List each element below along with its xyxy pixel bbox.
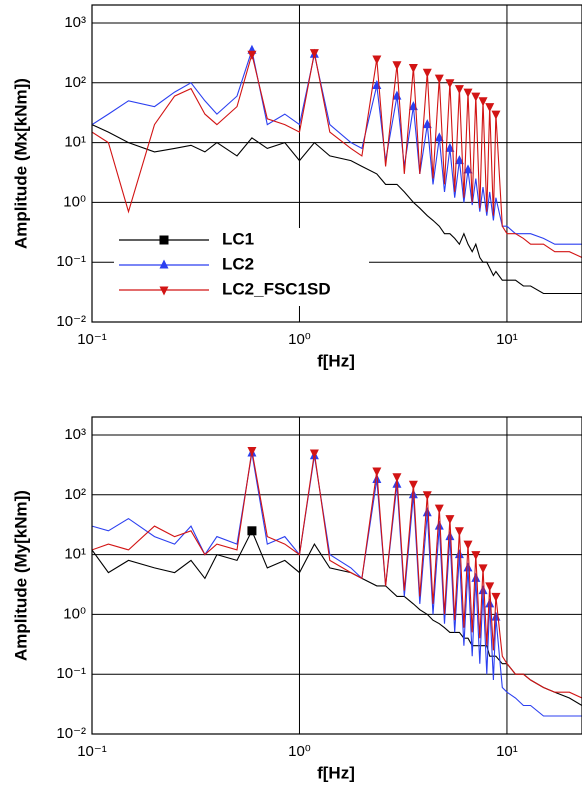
series-line (92, 452, 582, 717)
marker (463, 540, 473, 550)
marker (445, 142, 455, 152)
y-tick-label: 10² (64, 74, 86, 91)
marker (454, 527, 464, 537)
marker (372, 467, 382, 477)
marker (478, 97, 488, 107)
marker (247, 50, 257, 60)
x-tick-label: 10¹ (496, 331, 518, 348)
marker (463, 164, 473, 174)
legend-label: LC2 (222, 254, 254, 273)
marker (309, 49, 319, 59)
legend-label: LC2_FSC1SD (222, 279, 331, 298)
marker (445, 531, 455, 541)
marker (408, 64, 418, 74)
marker (463, 88, 473, 98)
marker (434, 132, 444, 142)
marker (422, 119, 432, 129)
marker (392, 61, 402, 71)
marker (471, 551, 481, 561)
plot-frame (91, 416, 582, 735)
y-tick-label: 10² (64, 486, 86, 503)
plot-area (92, 44, 582, 295)
marker (408, 480, 418, 490)
marker (471, 92, 481, 102)
marker (491, 110, 501, 120)
series-line (92, 450, 582, 699)
x-tick-label: 10¹ (496, 743, 518, 760)
y-tick-label: 10⁻¹ (56, 253, 86, 270)
marker (422, 68, 432, 78)
marker (422, 507, 432, 517)
plot-area (92, 447, 582, 717)
marker (159, 259, 169, 269)
series-line (92, 529, 582, 706)
plot-frame (91, 4, 582, 323)
marker (159, 286, 169, 296)
marker (159, 235, 169, 245)
marker (247, 447, 257, 457)
marker (454, 549, 464, 559)
legend-box (114, 228, 369, 306)
y-tick-label: 10¹ (64, 134, 86, 151)
y-tick-label: 10⁰ (63, 605, 86, 622)
y-axis-title: Amplitude (Mx[kNm]) (11, 78, 30, 249)
y-tick-label: 10¹ (64, 546, 86, 563)
marker (434, 504, 444, 514)
marker (485, 103, 495, 113)
x-tick-label: 10⁻¹ (77, 743, 107, 760)
marker (408, 489, 418, 499)
series-line (92, 124, 582, 295)
marker (454, 85, 464, 95)
y-tick-label: 10⁻¹ (56, 665, 86, 682)
marker (434, 520, 444, 530)
x-tick-label: 10⁰ (288, 331, 311, 348)
y-tick-label: 10⁻² (56, 313, 86, 330)
marker (372, 55, 382, 65)
marker (485, 598, 495, 608)
marker (445, 515, 455, 525)
y-tick-label: 10⁻² (56, 725, 86, 742)
marker (392, 473, 402, 483)
y-tick-label: 10⁰ (63, 193, 86, 210)
legend-label: LC1 (222, 229, 254, 248)
x-tick-label: 10⁻¹ (77, 331, 107, 348)
x-axis-title: f[Hz] (317, 763, 355, 782)
marker (463, 562, 473, 572)
marker (445, 79, 455, 89)
series-line (92, 48, 582, 245)
marker (478, 585, 488, 595)
marker (309, 449, 319, 459)
series-line (92, 52, 582, 258)
marker (422, 491, 432, 501)
x-tick-label: 10⁰ (288, 743, 311, 760)
marker (454, 155, 464, 165)
marker (247, 526, 257, 536)
marker (478, 564, 488, 574)
y-axis-title: Amplitude (My[kNm]) (11, 490, 30, 661)
marker (471, 572, 481, 582)
y-tick-label: 10³ (64, 14, 86, 31)
marker (485, 582, 495, 592)
y-tick-label: 10³ (64, 426, 86, 443)
marker (434, 74, 444, 84)
marker (491, 611, 501, 621)
x-axis-title: f[Hz] (317, 351, 355, 370)
marker (491, 592, 501, 602)
